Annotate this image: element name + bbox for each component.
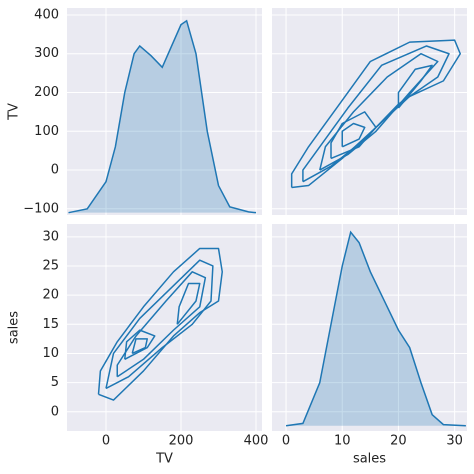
contour-line xyxy=(397,64,433,109)
contour-line xyxy=(97,247,223,401)
plot-background xyxy=(67,8,262,215)
area-fill xyxy=(286,232,466,426)
y-tick-label: 0 xyxy=(51,404,59,419)
contour-line xyxy=(330,111,377,160)
density-line xyxy=(68,19,257,214)
contour-line xyxy=(341,122,366,148)
x-tick-label: 200 xyxy=(169,434,194,449)
contour-line xyxy=(176,282,201,325)
x-tick-label: 10 xyxy=(334,434,351,449)
y-tick-label: 30 xyxy=(42,229,59,244)
y-axis-label: sales xyxy=(7,311,22,344)
y-tick-label: 10 xyxy=(42,346,59,361)
contour-line xyxy=(105,259,214,390)
y-tick-label: 15 xyxy=(42,317,59,332)
plot-background xyxy=(272,224,467,431)
x-axis-label: TV xyxy=(155,452,173,467)
x-tick-label: 30 xyxy=(446,434,463,449)
density-line xyxy=(285,230,466,427)
contour-line xyxy=(302,45,450,183)
x-tick-label: 0 xyxy=(102,434,110,449)
y-tick-label: 300 xyxy=(34,46,59,61)
area-fill xyxy=(68,20,256,213)
contour-line xyxy=(131,338,148,355)
x-tick-label: 400 xyxy=(244,434,269,449)
y-tick-label: 200 xyxy=(34,85,59,100)
y-tick-label: 5 xyxy=(51,375,59,390)
x-axis-label: sales xyxy=(353,452,386,467)
y-tick-label: 400 xyxy=(34,7,59,22)
plot-background xyxy=(67,224,262,431)
x-tick-label: 0 xyxy=(282,434,290,449)
x-tick-label: 20 xyxy=(390,434,407,449)
y-tick-label: 100 xyxy=(34,124,59,139)
y-axis-label: TV xyxy=(7,103,22,121)
y-tick-label: 20 xyxy=(42,288,59,303)
y-tick-label: 25 xyxy=(42,258,59,273)
contour-line xyxy=(116,271,207,378)
plot-background xyxy=(272,8,467,215)
y-tick-label: 0 xyxy=(51,163,59,178)
y-tick-label: −100 xyxy=(23,201,59,216)
contour-line xyxy=(124,329,156,360)
